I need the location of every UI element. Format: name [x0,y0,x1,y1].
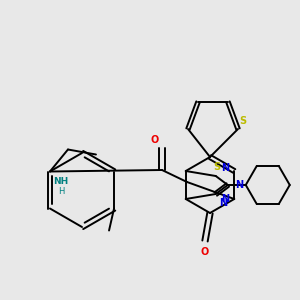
Text: N: N [235,180,243,190]
Text: H: H [58,187,65,196]
Text: N: N [222,163,230,173]
Text: NH: NH [53,178,68,187]
Text: O: O [201,247,209,257]
Text: S: S [214,161,221,172]
Text: S: S [239,116,247,126]
Text: N: N [219,199,227,208]
Text: N: N [222,194,230,204]
Text: O: O [151,135,159,145]
